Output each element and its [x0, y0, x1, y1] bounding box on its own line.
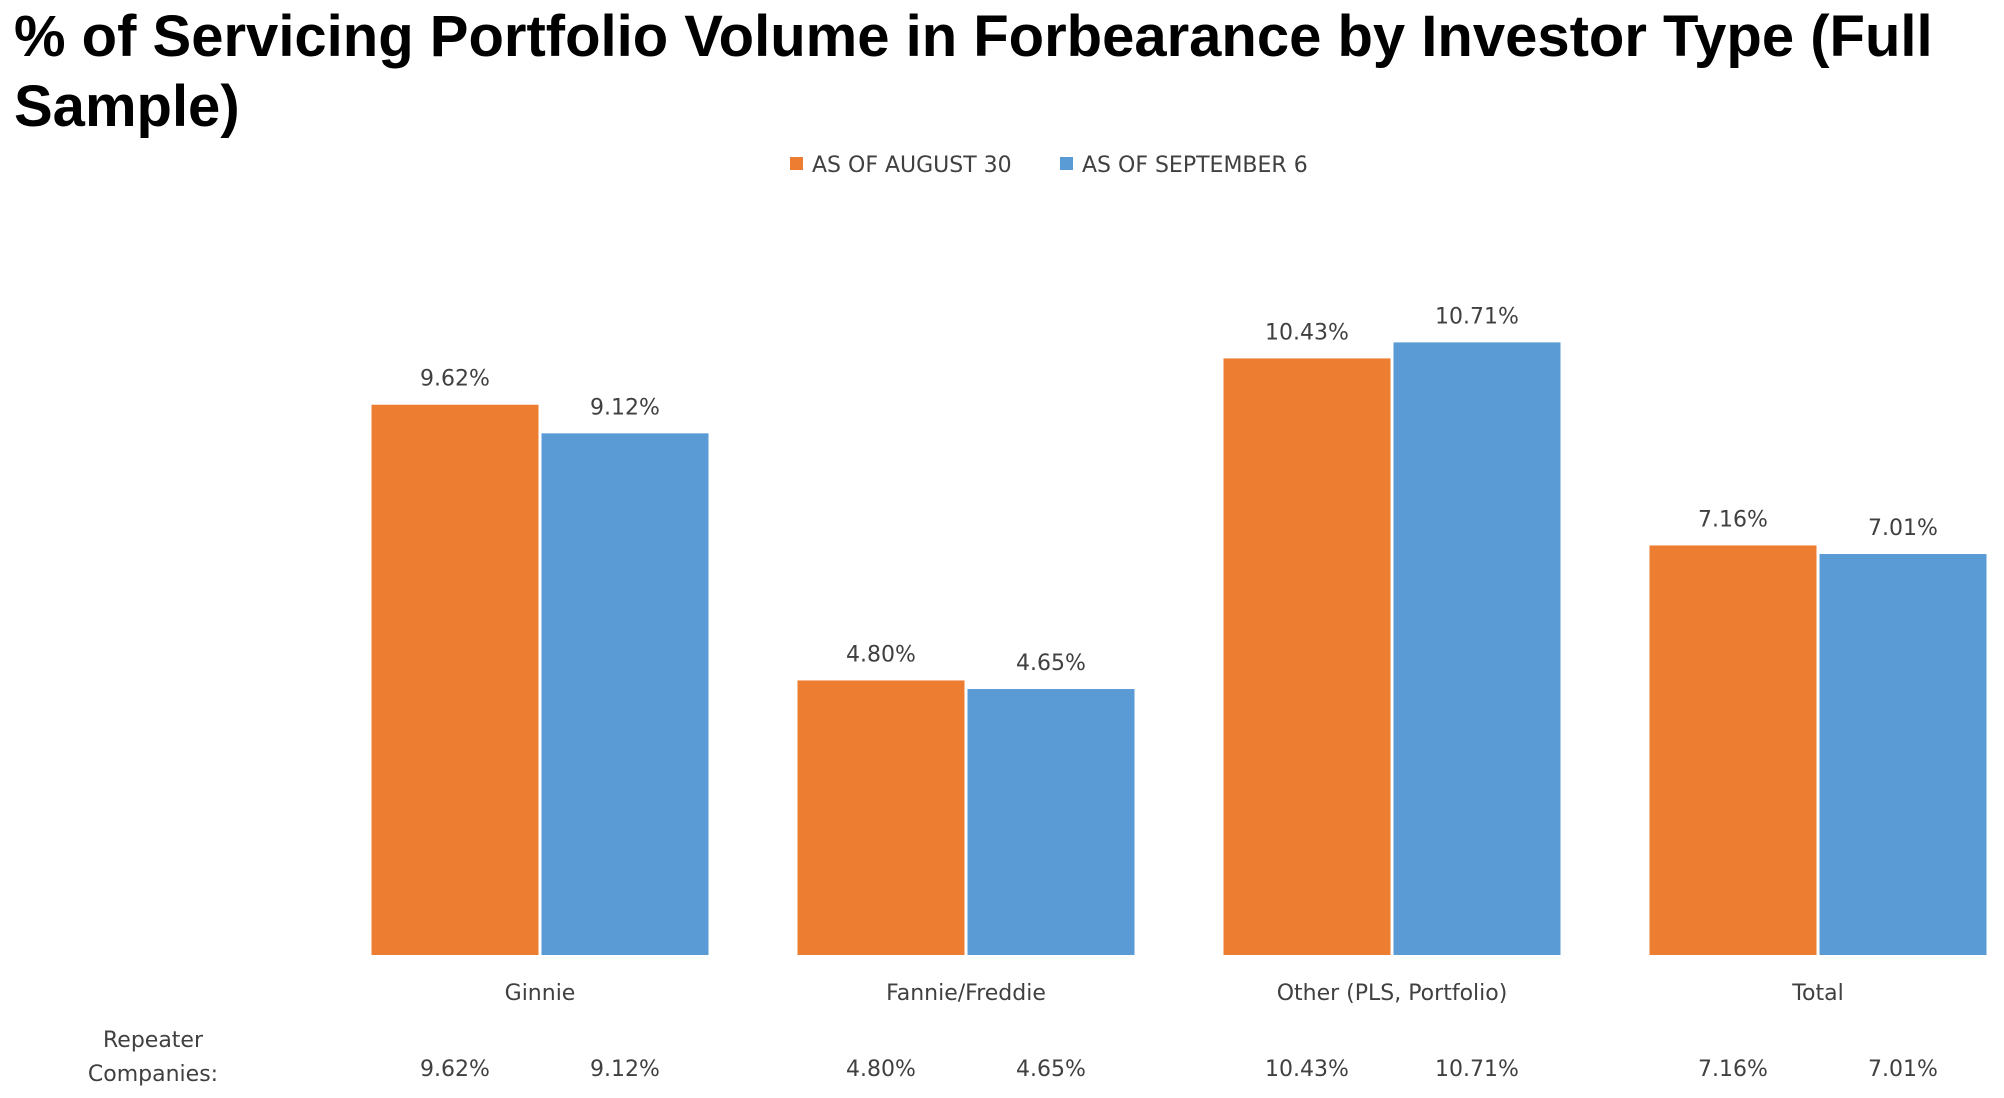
legend-swatch-1 [790, 157, 803, 170]
repeater-label-line2: Companies: [88, 1062, 218, 1087]
bar-1-4 [1649, 545, 1817, 955]
category-label-1: Ginnie [505, 981, 576, 1006]
data-label-2-1: 9.12% [590, 395, 660, 420]
legend-label-1: AS OF AUGUST 30 [812, 153, 1012, 178]
bar-2-1 [541, 433, 709, 955]
repeater-value-2-3: 10.71% [1435, 1057, 1519, 1082]
data-label-2-4: 7.01% [1868, 516, 1938, 541]
repeater-value-2-2: 4.65% [1016, 1057, 1086, 1082]
category-label-3: Other (PLS, Portfolio) [1277, 981, 1508, 1006]
data-label-1-4: 7.16% [1698, 507, 1768, 532]
bar-1-1 [371, 404, 539, 956]
data-label-2-3: 10.71% [1435, 304, 1519, 329]
repeater-value-2-1: 9.12% [590, 1057, 660, 1082]
bars [371, 342, 1987, 956]
repeater-value-1-3: 10.43% [1265, 1057, 1349, 1082]
legend-label-2: AS OF SEPTEMBER 6 [1082, 153, 1308, 178]
data-label-1-1: 9.62% [420, 367, 490, 392]
repeater-value-1-4: 7.16% [1698, 1057, 1768, 1082]
data-labels: 9.62% 9.12% 4.80% 4.65% 10.43% 10.71% 7.16% 7.0… [420, 304, 1938, 676]
repeater-label-line1: Repeater [103, 1028, 204, 1053]
repeater-value-1-2: 4.80% [846, 1057, 916, 1082]
legend: AS OF AUGUST 30 AS OF SEPTEMBER 6 [790, 153, 1308, 178]
legend-swatch-2 [1060, 157, 1073, 170]
category-label-4: Total [1791, 981, 1843, 1006]
chart-title: % of Servicing Portfolio Volume in Forbe… [14, 4, 1933, 139]
category-label-2: Fannie/Freddie [886, 981, 1046, 1006]
data-label-1-3: 10.43% [1265, 320, 1349, 345]
bar-1-3 [1223, 358, 1391, 955]
repeater-value-1-1: 9.62% [420, 1057, 490, 1082]
data-label-2-2: 4.65% [1016, 651, 1086, 676]
repeater-companies-row: Repeater Companies: 9.62% 9.12% 4.80% 4.65%… [88, 1028, 1938, 1087]
bar-2-4 [1819, 554, 1987, 955]
repeater-value-2-4: 7.01% [1868, 1057, 1938, 1082]
bar-1-2 [797, 680, 965, 955]
category-axis: Ginnie Fannie/Freddie Other (PLS, Portfoli… [505, 981, 1844, 1006]
bar-2-3 [1393, 342, 1561, 955]
bar-2-2 [967, 689, 1135, 955]
data-label-1-2: 4.80% [846, 642, 916, 667]
